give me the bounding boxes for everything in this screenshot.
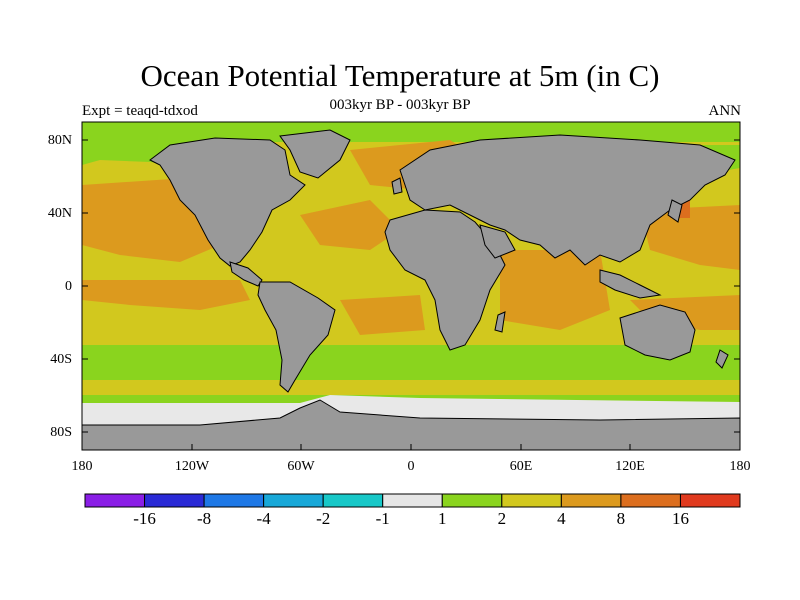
colorbar-swatch (263, 493, 324, 508)
british-isles (391, 177, 403, 195)
lon-label-120e: 120E (615, 459, 645, 474)
colorbar-label: -2 (316, 509, 331, 528)
colorbar-label: 4 (557, 509, 566, 528)
lon-label-180e: 180 (729, 459, 751, 474)
japan (667, 199, 683, 223)
antarctica (82, 399, 740, 450)
lat-label-40s: 40S (50, 352, 72, 367)
colorbar-label: 16 (671, 509, 689, 528)
colorbar-label: -1 (375, 509, 390, 528)
lon-label-0: 0 (407, 459, 415, 474)
colorbar-label: -8 (196, 509, 212, 528)
central-america (229, 261, 263, 287)
colorbar-swatch (679, 493, 741, 508)
colorbar-label: 8 (616, 509, 626, 528)
indonesia (599, 269, 662, 299)
season-label: ANN (708, 103, 742, 119)
natlantic-orange (300, 200, 400, 250)
new-zealand (715, 349, 729, 369)
colorbar-label: 2 (497, 509, 507, 528)
colorbar-swatch (382, 493, 443, 508)
experiment-label: Expt = teaqd-tdxod (82, 103, 198, 119)
eq-pacific-orange-s (82, 280, 250, 310)
indian-orange (500, 250, 610, 330)
lon-label-60w: 60W (287, 459, 315, 474)
madagascar (494, 311, 506, 333)
map-area (82, 122, 740, 450)
africa (384, 209, 506, 351)
colorbar-swatch (620, 493, 681, 508)
colorbar-swatch (441, 493, 503, 508)
lat-label-0: 0 (65, 279, 72, 294)
colorbar-swatch (322, 493, 384, 508)
south-america (257, 281, 336, 393)
lat-label-80n: 80N (47, 133, 72, 148)
lon-ticks (81, 444, 741, 450)
greenland (279, 129, 351, 179)
period-label: 003kyr BP - 003kyr BP (329, 97, 471, 113)
colorbar-swatch (501, 493, 562, 508)
lon-label-60e: 60E (509, 459, 533, 474)
southern-green (82, 345, 740, 380)
eurasia (399, 134, 736, 266)
lat-ticks (82, 139, 740, 433)
wpacific-orange (640, 205, 740, 270)
satlantic-orange (340, 295, 425, 335)
arctic-band (82, 122, 740, 142)
colorbar (84, 493, 741, 508)
colorbar-swatch (84, 493, 146, 508)
lon-label-180w: 180 (71, 459, 93, 474)
colorbar-label: 1 (438, 509, 447, 528)
lat-label-80s: 80S (50, 425, 72, 440)
colorbar-swatch (144, 493, 205, 508)
colorbar-label: -16 (133, 509, 156, 528)
arabia (479, 224, 516, 259)
map-title: Ocean Potential Temperature at 5m (in C) (140, 58, 660, 93)
lat-label-40n: 40N (47, 206, 72, 221)
colorbar-swatch (203, 493, 265, 508)
colorbar-label: -4 (256, 509, 271, 528)
land (82, 129, 740, 450)
colorbar-swatch (560, 493, 622, 508)
australia (619, 304, 696, 361)
lon-label-120w: 120W (174, 459, 210, 474)
north-america (149, 137, 306, 267)
